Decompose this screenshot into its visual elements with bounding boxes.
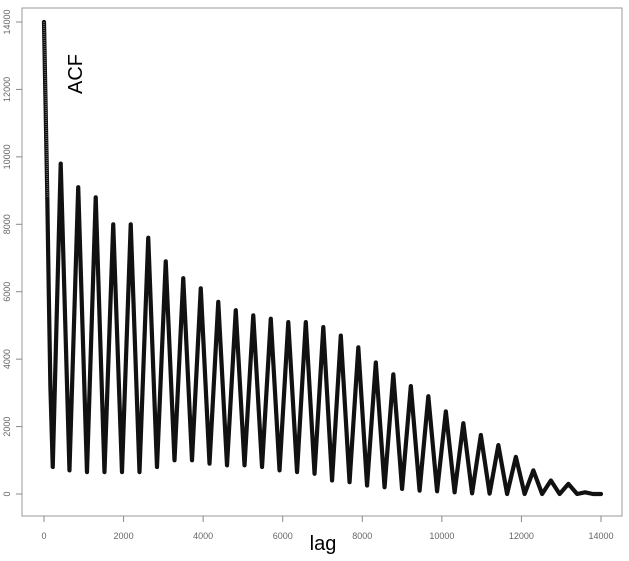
x-tick-label: 0: [41, 531, 46, 541]
x-tick-label: 10000: [429, 531, 454, 541]
y-tick-label: 0: [2, 491, 12, 496]
x-tick-label: 12000: [509, 531, 534, 541]
y-tick-label: 12000: [2, 77, 12, 102]
y-tick-label: 4000: [2, 349, 12, 369]
y-axis-ticks: 0 2000 4000 6000 8000 10000 12000 14000: [2, 9, 22, 497]
x-axis-label: lag: [310, 533, 337, 555]
y-tick-label: 10000: [2, 144, 12, 169]
y-tick-label: 2000: [2, 417, 12, 437]
x-tick-label: 2000: [114, 531, 134, 541]
acf-series-line: [41, 19, 604, 497]
x-tick-label: 14000: [588, 531, 613, 541]
y-tick-label: 8000: [2, 214, 12, 234]
x-tick-label: 4000: [193, 531, 213, 541]
x-tick-label: 8000: [352, 531, 372, 541]
y-axis-label: ACF: [65, 54, 87, 94]
y-tick-label: 14000: [2, 9, 12, 34]
x-axis-ticks: 0 2000 4000 6000 8000 10000 12000 14000: [41, 516, 614, 541]
y-tick-label: 6000: [2, 282, 12, 302]
x-tick-label: 6000: [273, 531, 293, 541]
